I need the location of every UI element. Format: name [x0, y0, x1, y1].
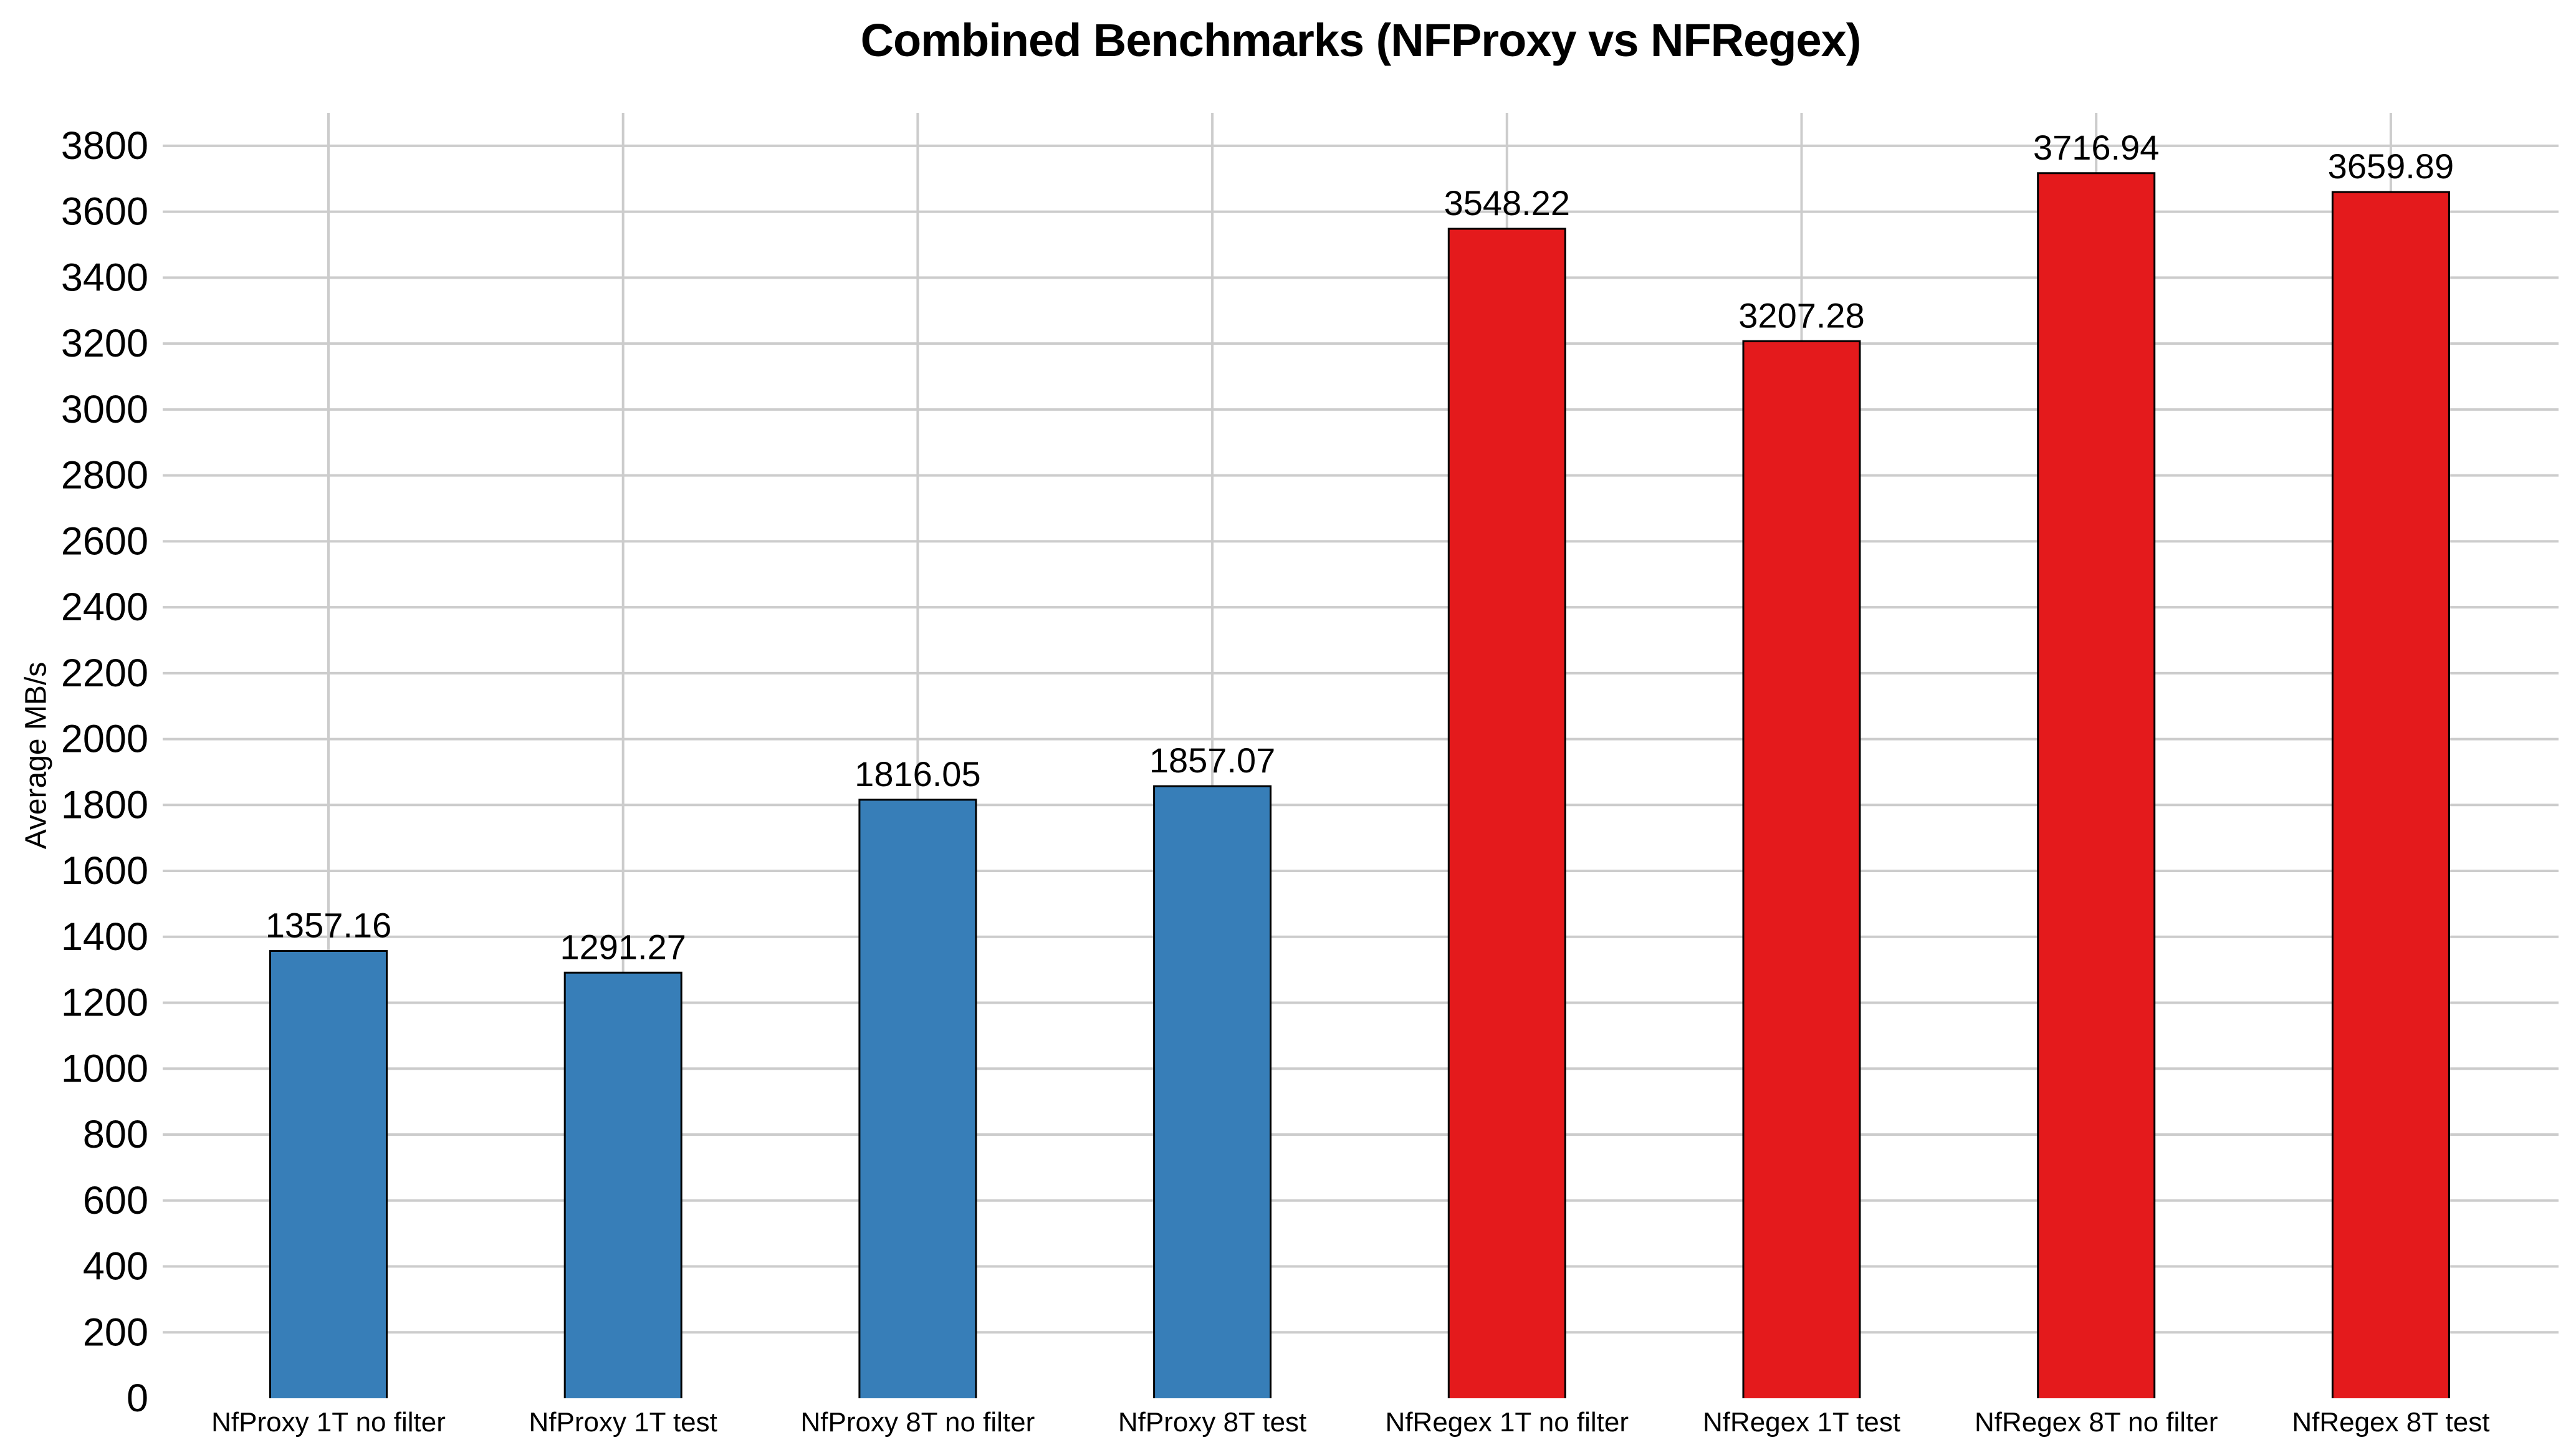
y-tick-label: 400 — [83, 1245, 148, 1289]
x-tick-label: NfRegex 8T no filter — [1975, 1407, 2218, 1438]
bar-value-label: 3659.89 — [2328, 146, 2454, 186]
bar-value-label: 1816.05 — [855, 754, 980, 794]
bar-value-label: 3207.28 — [1738, 295, 1864, 335]
bar-value-label: 1857.07 — [1149, 741, 1275, 780]
y-tick-label: 1400 — [61, 915, 148, 959]
y-tick-label: 200 — [83, 1310, 148, 1354]
bar — [1742, 340, 1861, 1398]
y-tick-label: 3600 — [61, 190, 148, 234]
y-tick-label: 800 — [83, 1113, 148, 1156]
y-tick-label: 0 — [127, 1376, 148, 1420]
bar-value-label: 1291.27 — [560, 927, 686, 966]
chart-title: Combined Benchmarks (NFProxy vs NFRegex) — [860, 14, 1862, 66]
x-tick-label: NfRegex 1T no filter — [1386, 1407, 1629, 1438]
bar-value-label: 3716.94 — [2033, 128, 2159, 167]
y-tick-label: 600 — [83, 1179, 148, 1222]
y-tick-label: 3200 — [61, 322, 148, 365]
y-tick-label: 1800 — [61, 783, 148, 827]
bar — [1447, 228, 1566, 1398]
bar — [1153, 785, 1272, 1398]
y-tick-label: 2600 — [61, 519, 148, 563]
y-tick-label: 1200 — [61, 981, 148, 1025]
x-tick-label: NfProxy 1T no filter — [211, 1407, 446, 1438]
bar — [269, 949, 388, 1398]
bar — [2331, 191, 2450, 1398]
x-tick-label: NfProxy 8T no filter — [801, 1407, 1035, 1438]
x-tick-label: NfRegex 1T test — [1703, 1407, 1900, 1438]
y-tick-label: 2400 — [61, 585, 148, 629]
y-tick-label: 2800 — [61, 454, 148, 497]
bar-value-label: 1357.16 — [266, 905, 391, 944]
x-tick-label: NfProxy 8T test — [1118, 1407, 1306, 1438]
x-tick-label: NfRegex 8T test — [2292, 1407, 2489, 1438]
y-tick-label: 1000 — [61, 1047, 148, 1090]
y-tick-label: 3000 — [61, 388, 148, 431]
y-tick-label: 2000 — [61, 718, 148, 761]
bar-value-label: 3548.22 — [1444, 183, 1570, 223]
bar — [858, 799, 977, 1398]
y-tick-label: 3800 — [61, 124, 148, 168]
bar — [563, 971, 682, 1398]
bar — [2037, 172, 2156, 1398]
x-tick-label: NfProxy 1T test — [529, 1407, 717, 1438]
y-tick-label: 3400 — [61, 256, 148, 299]
y-tick-label: 2200 — [61, 651, 148, 695]
y-tick-label: 1600 — [61, 849, 148, 893]
